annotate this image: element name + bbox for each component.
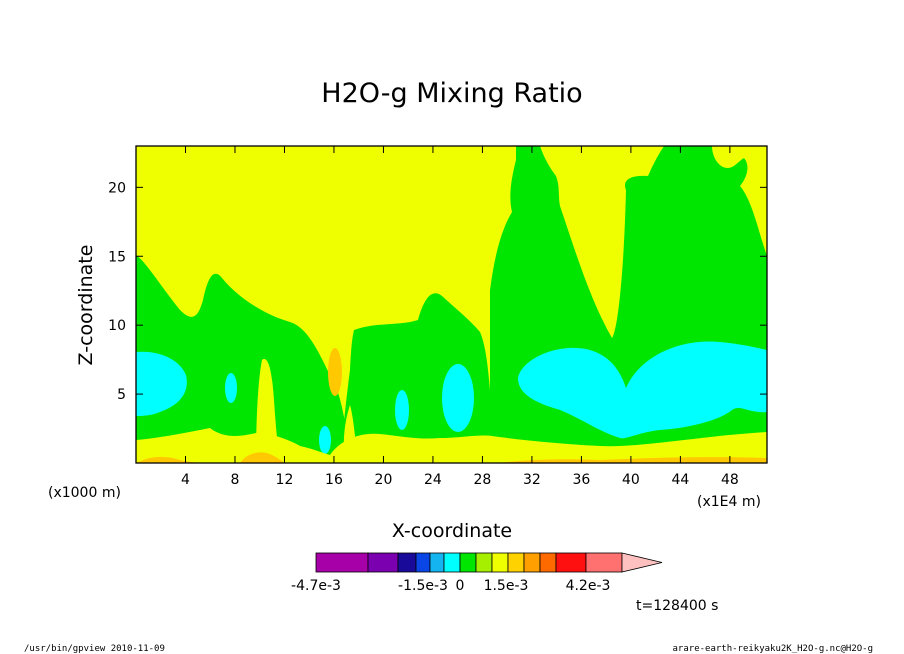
x-tick-label: 16 [325, 472, 343, 488]
colorbar [315, 552, 663, 573]
contour-region-green-1 [136, 255, 350, 463]
contour-region-cyan-3 [395, 390, 409, 430]
x-tick-label: 12 [276, 472, 294, 488]
x-axis-ticks: 4 8 12 16 20 24 28 32 36 40 44 48 [181, 146, 739, 488]
y-tick-label: 20 [108, 180, 126, 196]
y-axis-label: Z-coordinate [75, 245, 97, 366]
colorbar-labels: -4.7e-3 -1.5e-3 0 1.5e-3 4.2e-3 [291, 578, 610, 594]
contour-region-orange-4 [500, 457, 767, 463]
contour-region-orange-2 [136, 456, 205, 463]
footer-right: arare-earth-reikyaku2K_H2O-g.nc@H2O-g [673, 644, 873, 654]
footer-left: /usr/bin/gpview 2010-11-09 [24, 644, 165, 654]
x-tick-label: 24 [424, 472, 442, 488]
x-tick-label: 32 [523, 472, 541, 488]
colorbar-swatch [367, 552, 399, 573]
contour-region-yellow-lower [136, 428, 767, 463]
colorbar-swatch [443, 552, 461, 573]
colorbar-swatch [475, 552, 493, 573]
x-tick-label: 8 [231, 472, 240, 488]
x-tick-label: 48 [721, 472, 739, 488]
x-tick-label: 4 [181, 472, 190, 488]
contour-region-cyan-4 [442, 364, 474, 432]
contour-region-cyan-6 [518, 341, 767, 439]
contour-region-yellow-tongue-2 [343, 405, 357, 463]
colorbar-swatch [429, 552, 445, 573]
colorbar-swatch [507, 552, 525, 573]
colorbar-swatch [585, 552, 623, 573]
chart-title: H2O-g Mixing Ratio [321, 78, 582, 109]
plot-area [136, 146, 767, 463]
plot-frame [135, 145, 768, 464]
colorbar-swatch [539, 552, 557, 573]
colorbar-swatch [397, 552, 417, 573]
x-unit-label: (x1000 m) [48, 485, 121, 501]
x-tick-label: 28 [474, 472, 492, 488]
colorbar-tick-label: 1.5e-3 [484, 578, 529, 594]
colorbar-swatch [315, 552, 369, 573]
x-tick-label: 40 [622, 472, 640, 488]
y-tick-label: 15 [108, 249, 126, 265]
colorbar-swatch [555, 552, 587, 573]
y-axis-ticks: 5 10 15 20 [108, 180, 767, 403]
contour-region-orange-3 [240, 452, 285, 463]
colorbar-swatch [459, 552, 477, 573]
contour-region-cyan-5 [319, 426, 331, 454]
colorbar-arrow [621, 552, 663, 573]
x-tick-label: 36 [572, 472, 590, 488]
colorbar-swatch [523, 552, 541, 573]
colorbar-swatch [415, 552, 431, 573]
time-label: t=128400 s [636, 598, 718, 614]
contour-region-yellow-tongue-1 [256, 359, 280, 463]
colorbar-tick-label: -4.7e-3 [291, 578, 341, 594]
contour-region-cyan-2 [225, 373, 237, 403]
colorbar-tick-label: 4.2e-3 [566, 578, 611, 594]
contour-region-orange-1 [328, 348, 342, 396]
x-axis-label: X-coordinate [392, 520, 512, 542]
y-tick-label: 5 [117, 387, 126, 403]
colorbar-tick-label: -1.5e-3 [398, 578, 448, 594]
colorbar-tick-label: 0 [456, 578, 465, 594]
contour-region-cyan-1 [136, 351, 187, 416]
x-scale-note: (x1E4 m) [697, 494, 761, 510]
x-tick-label: 44 [671, 472, 689, 488]
colorbar-swatch [491, 552, 509, 573]
y-tick-label: 10 [108, 318, 126, 334]
x-tick-label: 20 [375, 472, 393, 488]
